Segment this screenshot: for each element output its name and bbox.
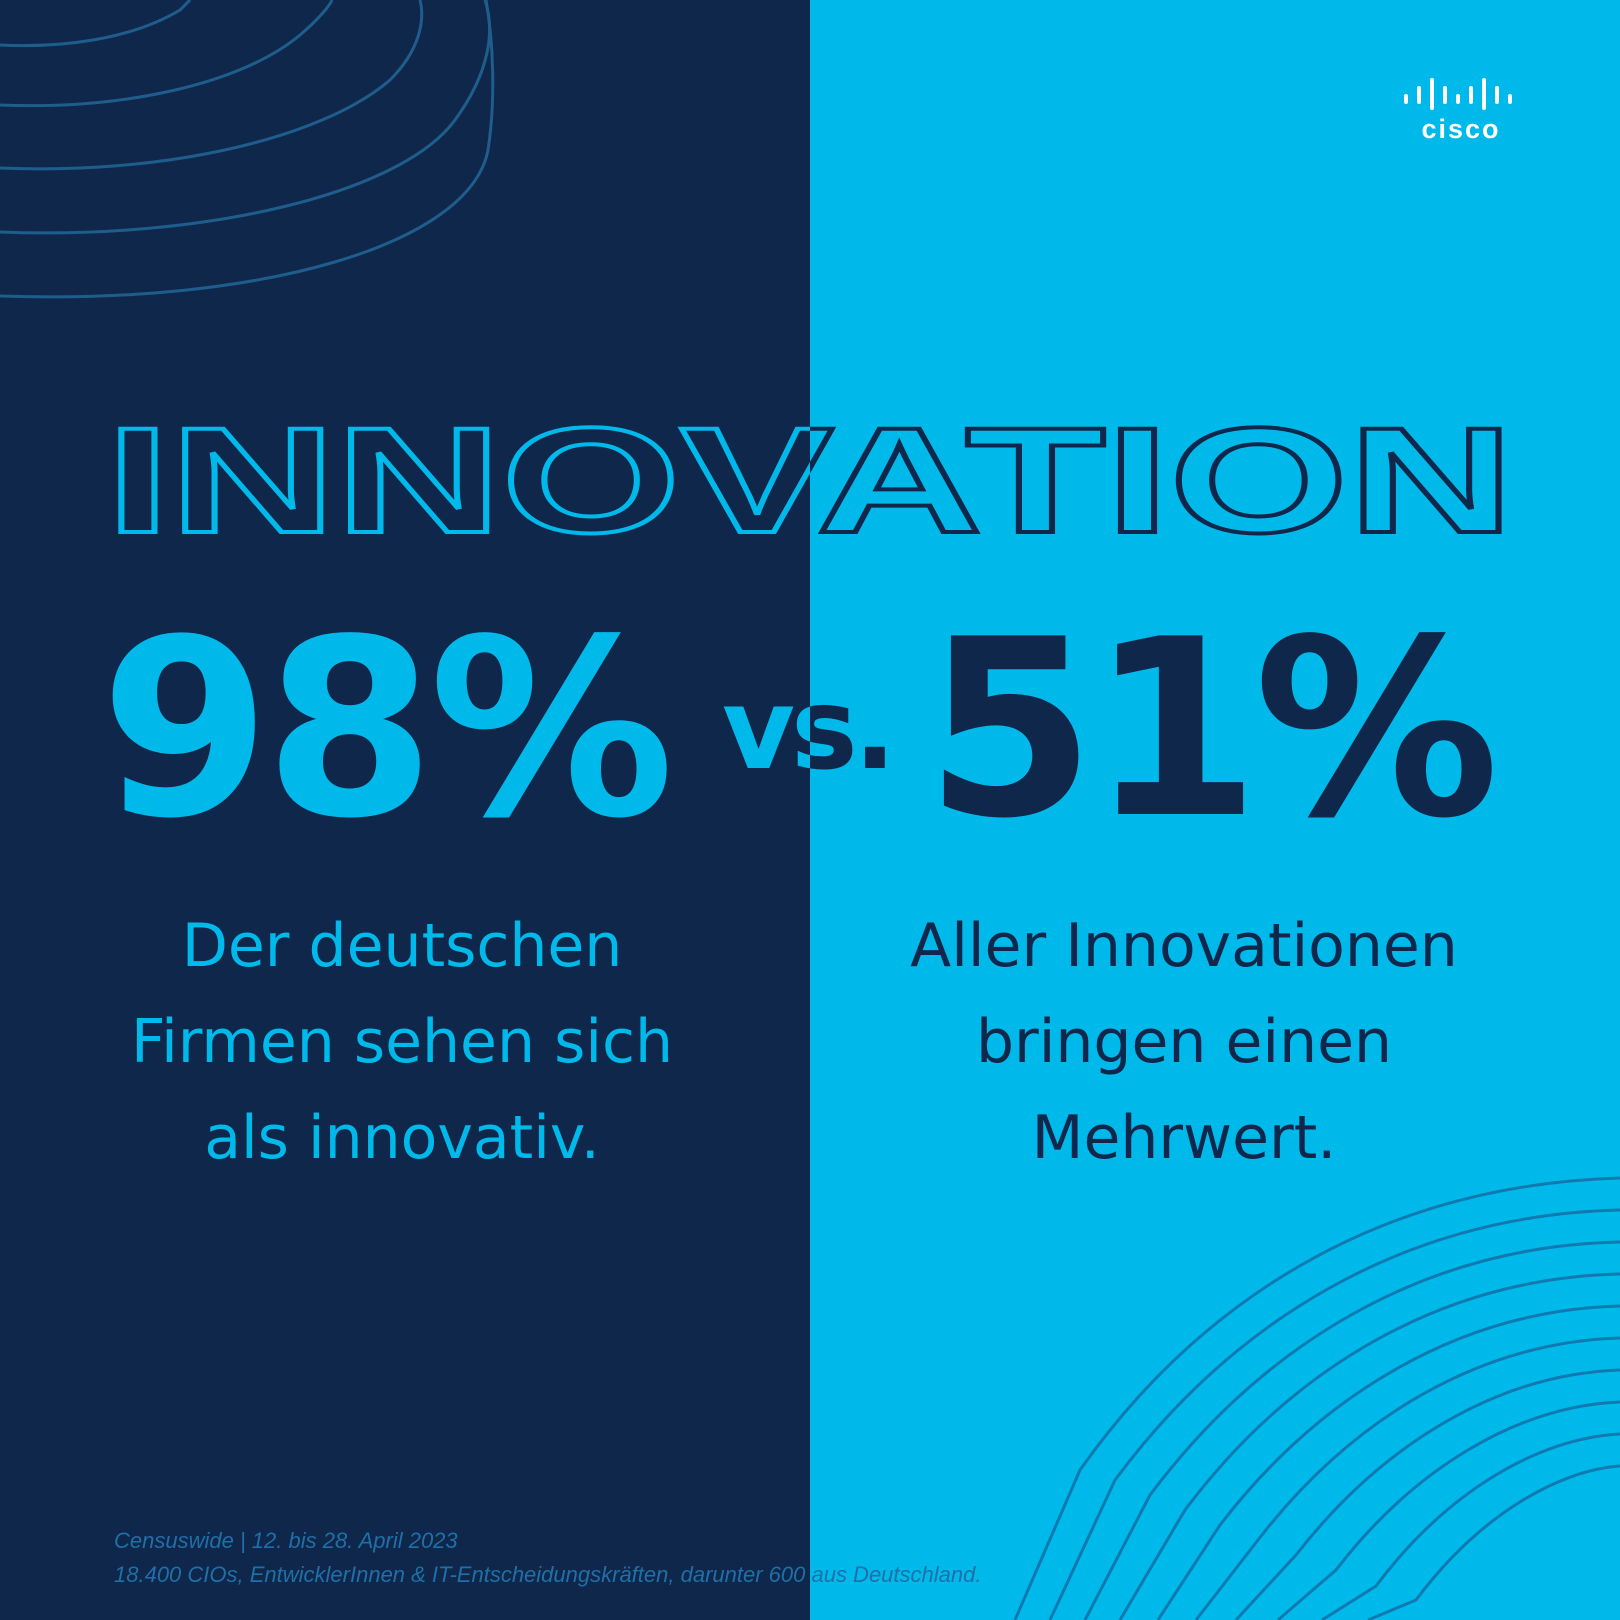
vs-label: vs. vs.: [722, 660, 922, 800]
description-right-line: Mehrwert.: [1031, 1103, 1337, 1173]
cisco-wordmark: cisco: [1421, 114, 1501, 144]
source-line: Censuswide | 12. bis 28. April 2023: [114, 1528, 458, 1553]
stat-right: 51%: [925, 587, 1499, 872]
vs-label-right: vs.: [810, 665, 896, 795]
headline: INNOVATION INNOVATION: [104, 398, 1516, 548]
cisco-logo: cisco: [1402, 78, 1520, 148]
source-line: 18.400 CIOs, EntwicklerInnen & IT-Entsch…: [114, 1562, 982, 1587]
description-right-line: Aller Innovationen: [910, 911, 1458, 981]
source-note: Censuswide | 12. bis 28. April 2023 18.4…: [114, 1524, 1114, 1592]
stat-left: 98%: [100, 587, 674, 872]
description-left-line: Firmen sehen sich: [130, 1007, 674, 1077]
description-right: Aller Innovationen bringen einen Mehrwer…: [864, 898, 1504, 1186]
description-left-line: als innovativ.: [204, 1103, 600, 1173]
right-panel: [810, 0, 1620, 1620]
headline-left-part: INNOVATION: [106, 398, 1514, 548]
headline-right-part: INNOVATION: [106, 398, 1514, 548]
left-panel: [0, 0, 810, 1620]
cisco-bars-icon: [1404, 78, 1512, 110]
description-left: Der deutschen Firmen sehen sich als inno…: [82, 898, 722, 1186]
description-right-line: bringen einen: [975, 1007, 1393, 1077]
description-left-line: Der deutschen: [181, 911, 623, 981]
vs-label-left: vs.: [722, 665, 810, 795]
